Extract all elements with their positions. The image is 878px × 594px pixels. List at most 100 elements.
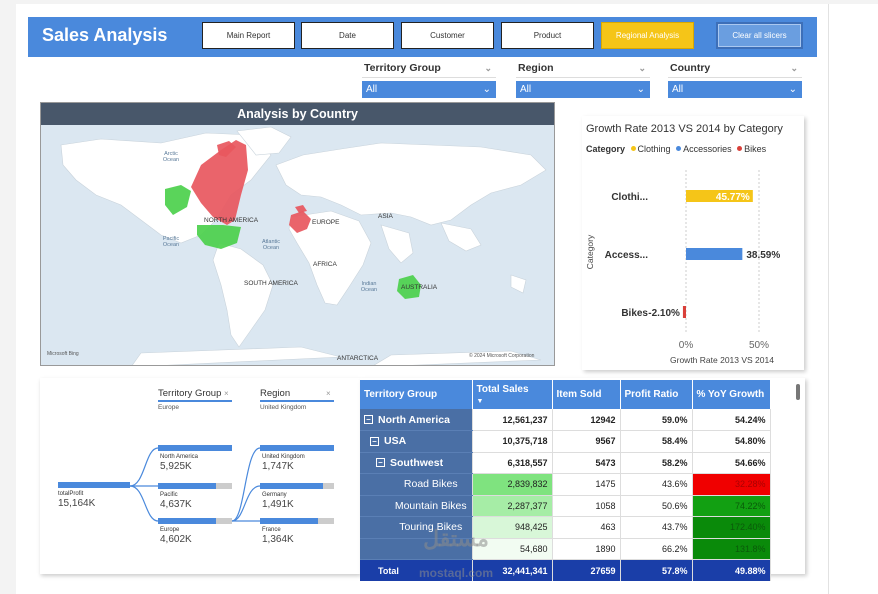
- nav-customer-button[interactable]: Customer: [401, 22, 494, 49]
- cell-profit-ratio: 43.6%: [620, 473, 693, 496]
- cell-yoy-growth: 131.8%: [692, 538, 771, 560]
- chevron-down-icon[interactable]: ⌄: [638, 63, 646, 73]
- x-tick-label: 50%: [749, 340, 769, 351]
- decomp-node-label: North America: [160, 454, 199, 460]
- bar-1[interactable]: [686, 248, 743, 260]
- cell-yoy-growth: 54.24%: [692, 409, 771, 431]
- chevron-down-icon[interactable]: ⌄: [484, 63, 492, 73]
- cell-total-sales: 54,680: [472, 538, 553, 560]
- legend-item-clothing[interactable]: Clothing: [637, 144, 671, 154]
- total-row: Total 32,441,341 27659 57.8% 49.88%: [360, 559, 771, 581]
- continent-label: ASIA: [378, 213, 393, 220]
- region-dropdown[interactable]: All ⌄: [516, 81, 650, 98]
- matrix-table-card: Territory Group Total Sales ▼ Item Sold P…: [360, 378, 805, 581]
- bar-0[interactable]: [686, 190, 753, 202]
- cell-yoy-growth: 172.40%: [692, 516, 771, 539]
- cell-total-sales: 948,425: [472, 516, 553, 539]
- map-title: Analysis by Country: [41, 103, 554, 125]
- decomp-root-bar[interactable]: [58, 482, 130, 488]
- row-label: Touring Bikes: [399, 521, 463, 534]
- growth-bar-chart[interactable]: Clothi... 45.77% Access... 38.59% Bikes -2.10…: [582, 160, 804, 370]
- table-row[interactable]: – Southwest 6,318,557 5473 58.2% 54.66%: [360, 452, 771, 474]
- legend-item-bikes[interactable]: Bikes: [744, 144, 767, 154]
- report-canvas: Sales Analysis Main Report Date Customer…: [16, 4, 828, 594]
- territory-group-dropdown[interactable]: All ⌄: [362, 81, 496, 98]
- cell-item-sold: 5473: [552, 452, 621, 474]
- page-title: Sales Analysis: [42, 25, 168, 45]
- decomp-bar[interactable]: [158, 445, 232, 451]
- total-sales: 32,441,341: [472, 559, 553, 581]
- decomp-header-territory[interactable]: Territory Group: [158, 388, 222, 399]
- bing-logo: Microsoft Bing: [47, 351, 79, 357]
- column-header[interactable]: % YoY Growth: [692, 380, 771, 409]
- nav-main-report-button[interactable]: Main Report: [202, 22, 295, 49]
- continent-label: AUSTRALIA: [401, 284, 438, 291]
- cell-total-sales: 6,318,557: [472, 452, 553, 474]
- row-label: Mountain Bikes: [394, 499, 467, 512]
- column-header[interactable]: Profit Ratio: [620, 380, 693, 409]
- table-row[interactable]: Road Bikes 2,839,832 1475 43.6% 32.28%: [360, 473, 771, 496]
- decomp-header-region[interactable]: Region: [260, 388, 291, 399]
- cell-profit-ratio: 43.7%: [620, 516, 693, 539]
- decomp-bar[interactable]: [158, 483, 216, 489]
- data-label: 38.59%: [746, 250, 780, 261]
- decomp-header-underline: [260, 400, 334, 402]
- cell-total-sales: 2,839,832: [472, 473, 553, 496]
- category-tick-label: Clothi...: [611, 192, 648, 203]
- header-bar: Sales Analysis Main Report Date Customer…: [28, 17, 817, 57]
- continent-label: ANTARCTICA: [337, 355, 379, 362]
- collapse-icon[interactable]: –: [376, 458, 385, 468]
- x-tick-label: 0%: [679, 340, 694, 351]
- decomp-node-value: 5,925K: [160, 461, 192, 472]
- decomp-node-label: United Kingdom: [262, 454, 305, 460]
- decomp-bar[interactable]: [260, 445, 334, 451]
- cell-item-sold: 12942: [552, 409, 621, 431]
- decomp-node-label: Pacific: [160, 492, 178, 498]
- growth-rate-card: Growth Rate 2013 VS 2014 by Category Cat…: [582, 116, 804, 370]
- decomp-node-value: 1,747K: [262, 461, 294, 472]
- table-row[interactable]: – USA 10,375,718 9567 58.4% 54.80%: [360, 430, 771, 453]
- close-icon[interactable]: ×: [224, 389, 229, 398]
- nav-date-button[interactable]: Date: [301, 22, 394, 49]
- column-header[interactable]: Territory Group: [360, 380, 473, 409]
- chevron-down-icon: ⌄: [636, 84, 645, 95]
- slicer-country: Country ⌄ All ⌄: [668, 60, 802, 98]
- world-map[interactable]: [41, 125, 555, 366]
- row-label: USA: [384, 435, 407, 448]
- decomp-bar[interactable]: [260, 518, 318, 524]
- cell-item-sold: 9567: [552, 430, 621, 453]
- decomp-bar[interactable]: [158, 518, 216, 524]
- cell-profit-ratio: 58.2%: [620, 452, 693, 474]
- legend-title: Category: [586, 144, 626, 154]
- legend-dot-clothing: [630, 146, 636, 151]
- table-row[interactable]: Mountain Bikes 2,287,377 1058 50.6% 74.2…: [360, 495, 771, 517]
- collapse-icon[interactable]: –: [370, 436, 379, 446]
- decomp-node-value: 4,637K: [160, 499, 192, 510]
- cell-total-sales: 10,375,718: [472, 430, 553, 453]
- close-icon[interactable]: ×: [326, 389, 331, 398]
- table-row[interactable]: 54,680 1890 66.2% 131.8%: [360, 538, 771, 560]
- bar-2[interactable]: [682, 306, 686, 318]
- decomp-bar[interactable]: [260, 483, 323, 489]
- cell-profit-ratio: 58.4%: [620, 430, 693, 453]
- row-label: North America: [378, 413, 450, 426]
- column-header[interactable]: Item Sold: [552, 380, 621, 409]
- table-row[interactable]: – North America 12,561,237 12942 59.0% 54…: [360, 409, 771, 431]
- table-row[interactable]: Touring Bikes 948,425 463 43.7% 172.40%: [360, 516, 771, 539]
- x-axis-label: Growth Rate 2013 VS 2014: [670, 355, 774, 365]
- table-scrollbar[interactable]: [796, 384, 800, 400]
- nav-regional-analysis-button[interactable]: Regional Analysis: [601, 22, 694, 49]
- legend-item-accessories[interactable]: Accessories: [683, 144, 732, 154]
- clear-slicers-button[interactable]: Clear all slicers: [716, 22, 803, 49]
- sales-matrix: Territory Group Total Sales ▼ Item Sold P…: [360, 380, 771, 581]
- growth-chart-title: Growth Rate 2013 VS 2014 by Category: [586, 123, 783, 135]
- total-items: 27659: [552, 559, 621, 581]
- country-dropdown[interactable]: All ⌄: [668, 81, 802, 98]
- column-header[interactable]: Total Sales ▼: [472, 380, 553, 409]
- chevron-down-icon[interactable]: ⌄: [790, 63, 798, 73]
- category-tick-label: Access...: [605, 250, 649, 261]
- nav-product-button[interactable]: Product: [501, 22, 594, 49]
- decomp-node-value: 1,364K: [262, 534, 294, 545]
- cell-item-sold: 1890: [552, 538, 621, 560]
- collapse-icon[interactable]: –: [364, 415, 373, 425]
